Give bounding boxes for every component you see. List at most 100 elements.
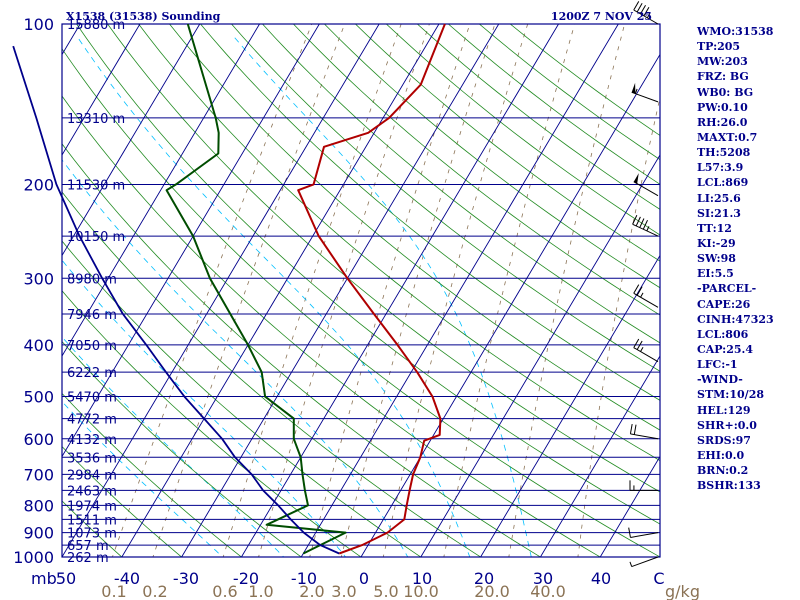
isotherm: [181, 24, 500, 557]
wind-barb-staff: [630, 532, 659, 538]
height-label: 7946 m: [67, 308, 117, 323]
pressure-tick-label: 600: [23, 430, 54, 449]
height-label: 15880 m: [67, 18, 125, 33]
mixing-ratio-tick-label: 0.6: [212, 582, 237, 600]
index-line: L57:3.9: [697, 161, 744, 175]
pressure-unit-label: mb: [31, 569, 57, 588]
mixing-ratio-tick-label: 3.0: [331, 582, 356, 600]
wind-barb-halfflag: [646, 13, 651, 19]
wind-barb-flag: [628, 527, 631, 538]
mixing-ratio-line: [309, 24, 471, 557]
isotherm: [360, 53, 660, 557]
index-line: SHR+:0.0: [697, 418, 757, 432]
dry-adiabat: [62, 191, 482, 557]
dry-adiabat: [293, 24, 660, 316]
wind-barb-staff: [633, 347, 659, 363]
wind-barb-halfflag: [634, 88, 638, 94]
grid-layer: [61, 23, 661, 558]
moist-adiabat: [62, 336, 285, 557]
temperature-tick-label: 20: [474, 569, 494, 588]
index-line: RH:26.0: [697, 115, 748, 129]
mixing-ratio-line: [340, 24, 496, 557]
height-label: 7050 m: [67, 339, 117, 354]
mixing-ratio-tick-label: 0.2: [142, 582, 167, 600]
isotherm: [121, 24, 440, 557]
clipped-grid: [62, 24, 660, 557]
wind-barb-flag: [633, 284, 640, 294]
isotherm: [539, 355, 660, 557]
index-line: MW:203: [697, 55, 748, 69]
parcel-trace: [12, 45, 340, 555]
isotherm: [62, 24, 201, 257]
wind-barb-staff: [631, 91, 659, 103]
wind-barb: [633, 173, 659, 197]
temperature-trace: [297, 23, 446, 555]
mixing-ratio-line: [443, 24, 576, 557]
index-line: STM:10/28: [697, 388, 764, 402]
stability-indices-panel: WMO:31538 TP:205 MW:203 FRZ: BG WB0: BG PW:0.…: [697, 24, 797, 493]
index-line: -WIND-: [697, 373, 743, 387]
isotherm: [300, 24, 619, 557]
wind-barbs: [628, 1, 659, 568]
wind-barb: [628, 527, 659, 538]
wind-barb-halfflag: [646, 226, 650, 232]
wind-barb-flag: [635, 216, 641, 227]
wind-barb-flag: [633, 424, 637, 435]
height-label: 2984 m: [67, 468, 117, 483]
station-title: X1538 (31538) Sounding: [66, 10, 221, 23]
dry-adiabat: [62, 290, 362, 557]
wind-barb: [633, 1, 659, 25]
isotherm: [599, 455, 660, 557]
pressure-tick-label: 300: [23, 269, 54, 288]
wind-barb-flag: [643, 6, 650, 17]
isotherm: [62, 24, 380, 557]
wind-barb-flag: [636, 286, 643, 296]
wind-barb-staff: [630, 433, 659, 440]
wind-barb-staff: [633, 181, 659, 197]
dry-adiabat: [62, 340, 302, 557]
height-label: 5470 m: [67, 391, 117, 406]
dry-adiabat: [324, 24, 660, 289]
temperature-tick-label: -40: [114, 569, 140, 588]
wind-barb-pennant: [633, 173, 639, 184]
mixing-ratio-tick-label: 40.0: [530, 582, 566, 600]
moist-adiabat: [62, 400, 224, 557]
index-line: CAP:25.4: [697, 342, 754, 356]
index-line: -PARCEL-: [697, 282, 757, 296]
wind-barb-staff: [633, 292, 659, 308]
height-label: 2463 m: [67, 484, 117, 499]
isotherm: [420, 154, 660, 557]
wind-barb-halfflag: [629, 561, 633, 567]
valid-time: 1200Z 7 NOV 25: [551, 10, 652, 23]
pressure-tick-label: 400: [23, 336, 54, 355]
index-line: BRN:0.2: [697, 464, 749, 478]
temperature-tick-label: 50: [56, 569, 76, 588]
index-line: MAXT:0.7: [697, 130, 758, 144]
pressure-tick-label: 900: [23, 524, 54, 543]
index-line: SI:21.3: [697, 206, 741, 220]
pressure-tick-label: 200: [23, 175, 54, 194]
dry-adiabat: [62, 48, 660, 557]
index-line: TH:5208: [697, 146, 751, 160]
index-line: LI:25.6: [697, 191, 741, 205]
wind-barb-flag: [636, 3, 643, 13]
height-label: 3536 m: [67, 451, 117, 466]
index-line: KI:-29: [697, 236, 736, 250]
index-line: CAPE:26: [697, 297, 751, 311]
index-line: HEL:129: [697, 403, 751, 417]
wind-barb-flag: [629, 423, 633, 434]
wind-barb: [631, 82, 659, 103]
dry-adiabat: [355, 24, 660, 262]
isotherm: [62, 24, 260, 357]
wind-barb-flag: [640, 5, 646, 15]
dry-adiabat: [76, 24, 660, 525]
height-label: 657 m: [67, 539, 109, 554]
temperature-unit-label: C: [653, 569, 664, 588]
temperature-tick-label: -10: [291, 569, 317, 588]
wind-barb: [629, 556, 659, 568]
mixing-ratio-line: [577, 95, 660, 557]
index-line: EHI:0.0: [697, 448, 745, 462]
index-line: PW:0.10: [697, 100, 748, 114]
wind-barb: [633, 284, 659, 308]
